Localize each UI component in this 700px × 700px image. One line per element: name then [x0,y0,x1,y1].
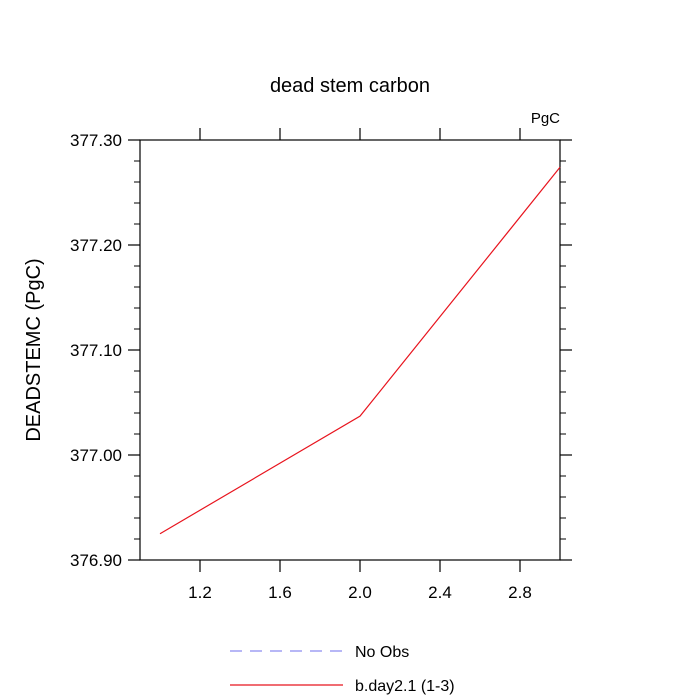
chart-title: dead stem carbon [270,75,430,97]
x-tick-label: 2.4 [428,583,452,602]
x-tick-label: 2.8 [508,583,532,602]
plot-area: 1.2 1.6 2.0 2.4 2.8 376.90 377.00 377.10 377.20 3… [70,128,572,602]
x-tick-label: 2.0 [348,583,372,602]
legend: No Obs b.day2.1 (1-3) [230,644,455,695]
y-tick-label: 377.00 [70,446,122,465]
plot-frame [139,139,561,561]
x-tick-label: 1.2 [188,583,212,602]
y-tick-label: 376.90 [70,551,122,570]
legend-label: b.day2.1 (1-3) [355,678,455,695]
legend-label: No Obs [355,644,409,661]
y-tick-label: 377.10 [70,341,122,360]
series-line [159,166,561,535]
units-label: PgC [531,110,560,127]
y-axis-label: DEADSTEMC (PgC) [23,258,45,441]
x-tick-label: 1.6 [268,583,292,602]
y-tick-label: 377.20 [70,236,122,255]
y-tick-label: 377.30 [70,131,122,150]
